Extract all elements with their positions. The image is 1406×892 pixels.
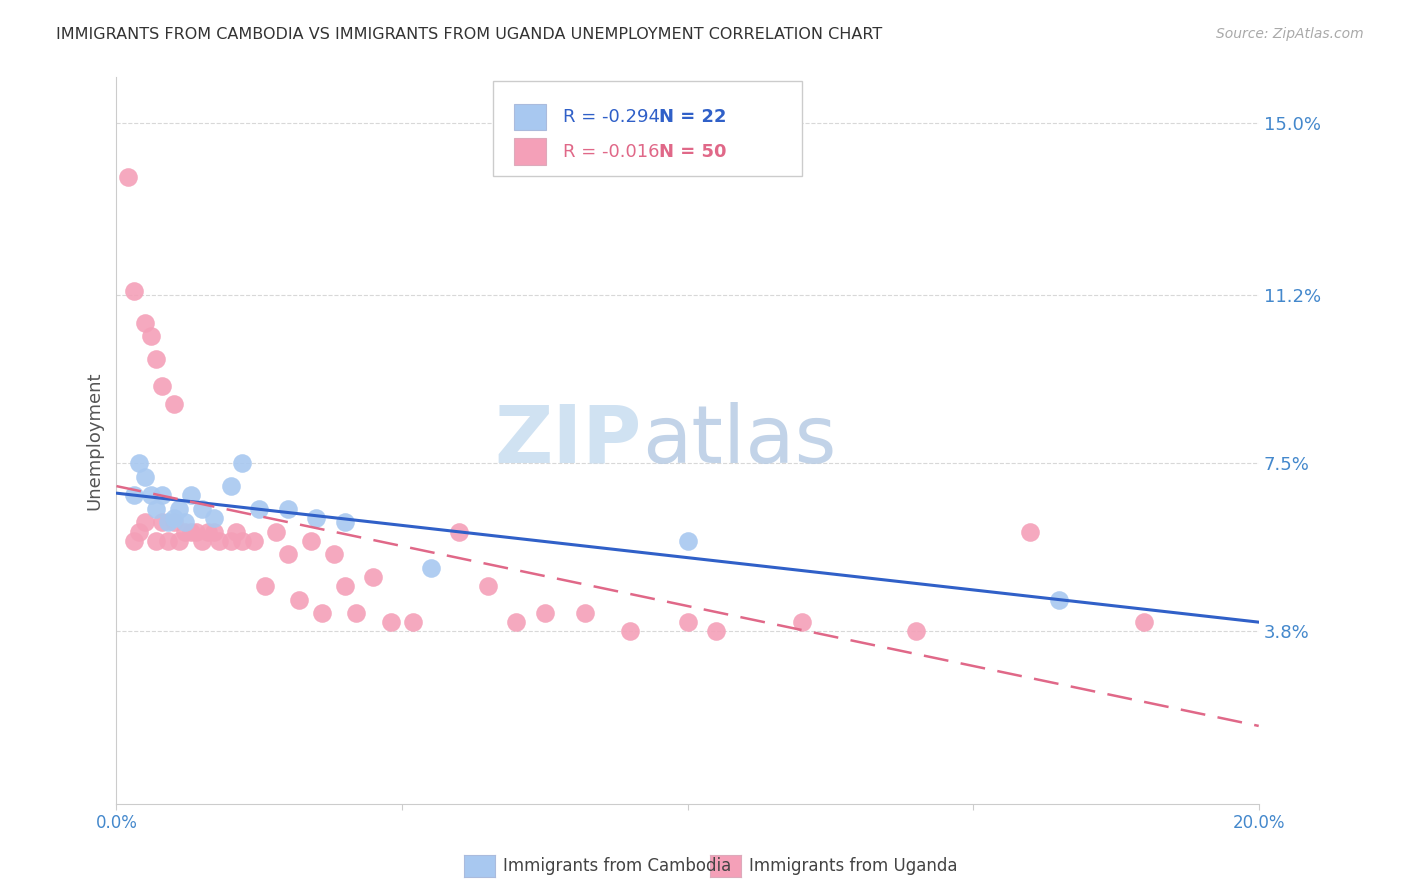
Point [704, 624, 727, 639]
Point [150, 488, 173, 502]
Point [134, 470, 156, 484]
Point [150, 379, 173, 393]
Point [197, 524, 219, 539]
Point [363, 570, 385, 584]
Point [311, 607, 333, 621]
Point [186, 524, 208, 539]
Point [122, 533, 145, 548]
Point [169, 501, 191, 516]
Point [505, 615, 527, 630]
Point [139, 329, 162, 343]
Point [180, 488, 202, 502]
Point [344, 607, 367, 621]
Point [128, 524, 150, 539]
Point [225, 524, 247, 539]
Text: R = -0.294: R = -0.294 [562, 109, 659, 127]
Point [174, 524, 197, 539]
Point [134, 516, 156, 530]
Point [288, 592, 311, 607]
Point [790, 615, 813, 630]
Text: ZIP: ZIP [495, 401, 643, 480]
Point [134, 316, 156, 330]
Point [219, 533, 242, 548]
Text: IMMIGRANTS FROM CAMBODIA VS IMMIGRANTS FROM UGANDA UNEMPLOYMENT CORRELATION CHAR: IMMIGRANTS FROM CAMBODIA VS IMMIGRANTS F… [56, 27, 883, 42]
Point [156, 533, 179, 548]
Point [162, 397, 184, 411]
Point [231, 457, 253, 471]
Point [277, 547, 299, 561]
Point [202, 511, 225, 525]
Point [208, 533, 231, 548]
Point [477, 579, 499, 593]
Point [277, 501, 299, 516]
Point [333, 516, 356, 530]
Point [1019, 524, 1042, 539]
Point [169, 533, 191, 548]
Point [1133, 615, 1156, 630]
Point [619, 624, 641, 639]
Text: Immigrants from Uganda: Immigrants from Uganda [749, 857, 957, 875]
Point [191, 501, 214, 516]
Text: atlas: atlas [643, 401, 837, 480]
Point [145, 533, 167, 548]
Point [333, 579, 356, 593]
Text: Immigrants from Cambodia: Immigrants from Cambodia [503, 857, 731, 875]
Point [145, 351, 167, 366]
Point [156, 516, 179, 530]
Point [145, 501, 167, 516]
Point [219, 479, 242, 493]
Text: R = -0.016: R = -0.016 [562, 143, 659, 161]
Point [174, 516, 197, 530]
Point [139, 488, 162, 502]
Text: Source: ZipAtlas.com: Source: ZipAtlas.com [1216, 27, 1364, 41]
Point [419, 561, 441, 575]
Point [191, 533, 214, 548]
Point [266, 524, 288, 539]
Point [676, 533, 699, 548]
Point [322, 547, 344, 561]
Point [180, 524, 202, 539]
Point [117, 170, 139, 185]
Y-axis label: Unemployment: Unemployment [86, 371, 103, 510]
Point [380, 615, 402, 630]
Point [128, 457, 150, 471]
Point [122, 488, 145, 502]
Point [231, 533, 253, 548]
FancyBboxPatch shape [515, 138, 546, 165]
Point [305, 511, 328, 525]
Point [162, 511, 184, 525]
Text: N = 22: N = 22 [659, 109, 727, 127]
Point [449, 524, 471, 539]
Point [402, 615, 425, 630]
Text: N = 50: N = 50 [659, 143, 727, 161]
FancyBboxPatch shape [515, 104, 546, 130]
Point [299, 533, 322, 548]
Point [534, 607, 557, 621]
Point [202, 524, 225, 539]
Point [574, 607, 596, 621]
Point [676, 615, 699, 630]
Point [247, 501, 270, 516]
Point [162, 516, 184, 530]
Point [253, 579, 276, 593]
Point [122, 284, 145, 298]
Point [150, 516, 173, 530]
Point [1047, 592, 1070, 607]
Point [242, 533, 264, 548]
FancyBboxPatch shape [494, 81, 801, 176]
Point [905, 624, 928, 639]
